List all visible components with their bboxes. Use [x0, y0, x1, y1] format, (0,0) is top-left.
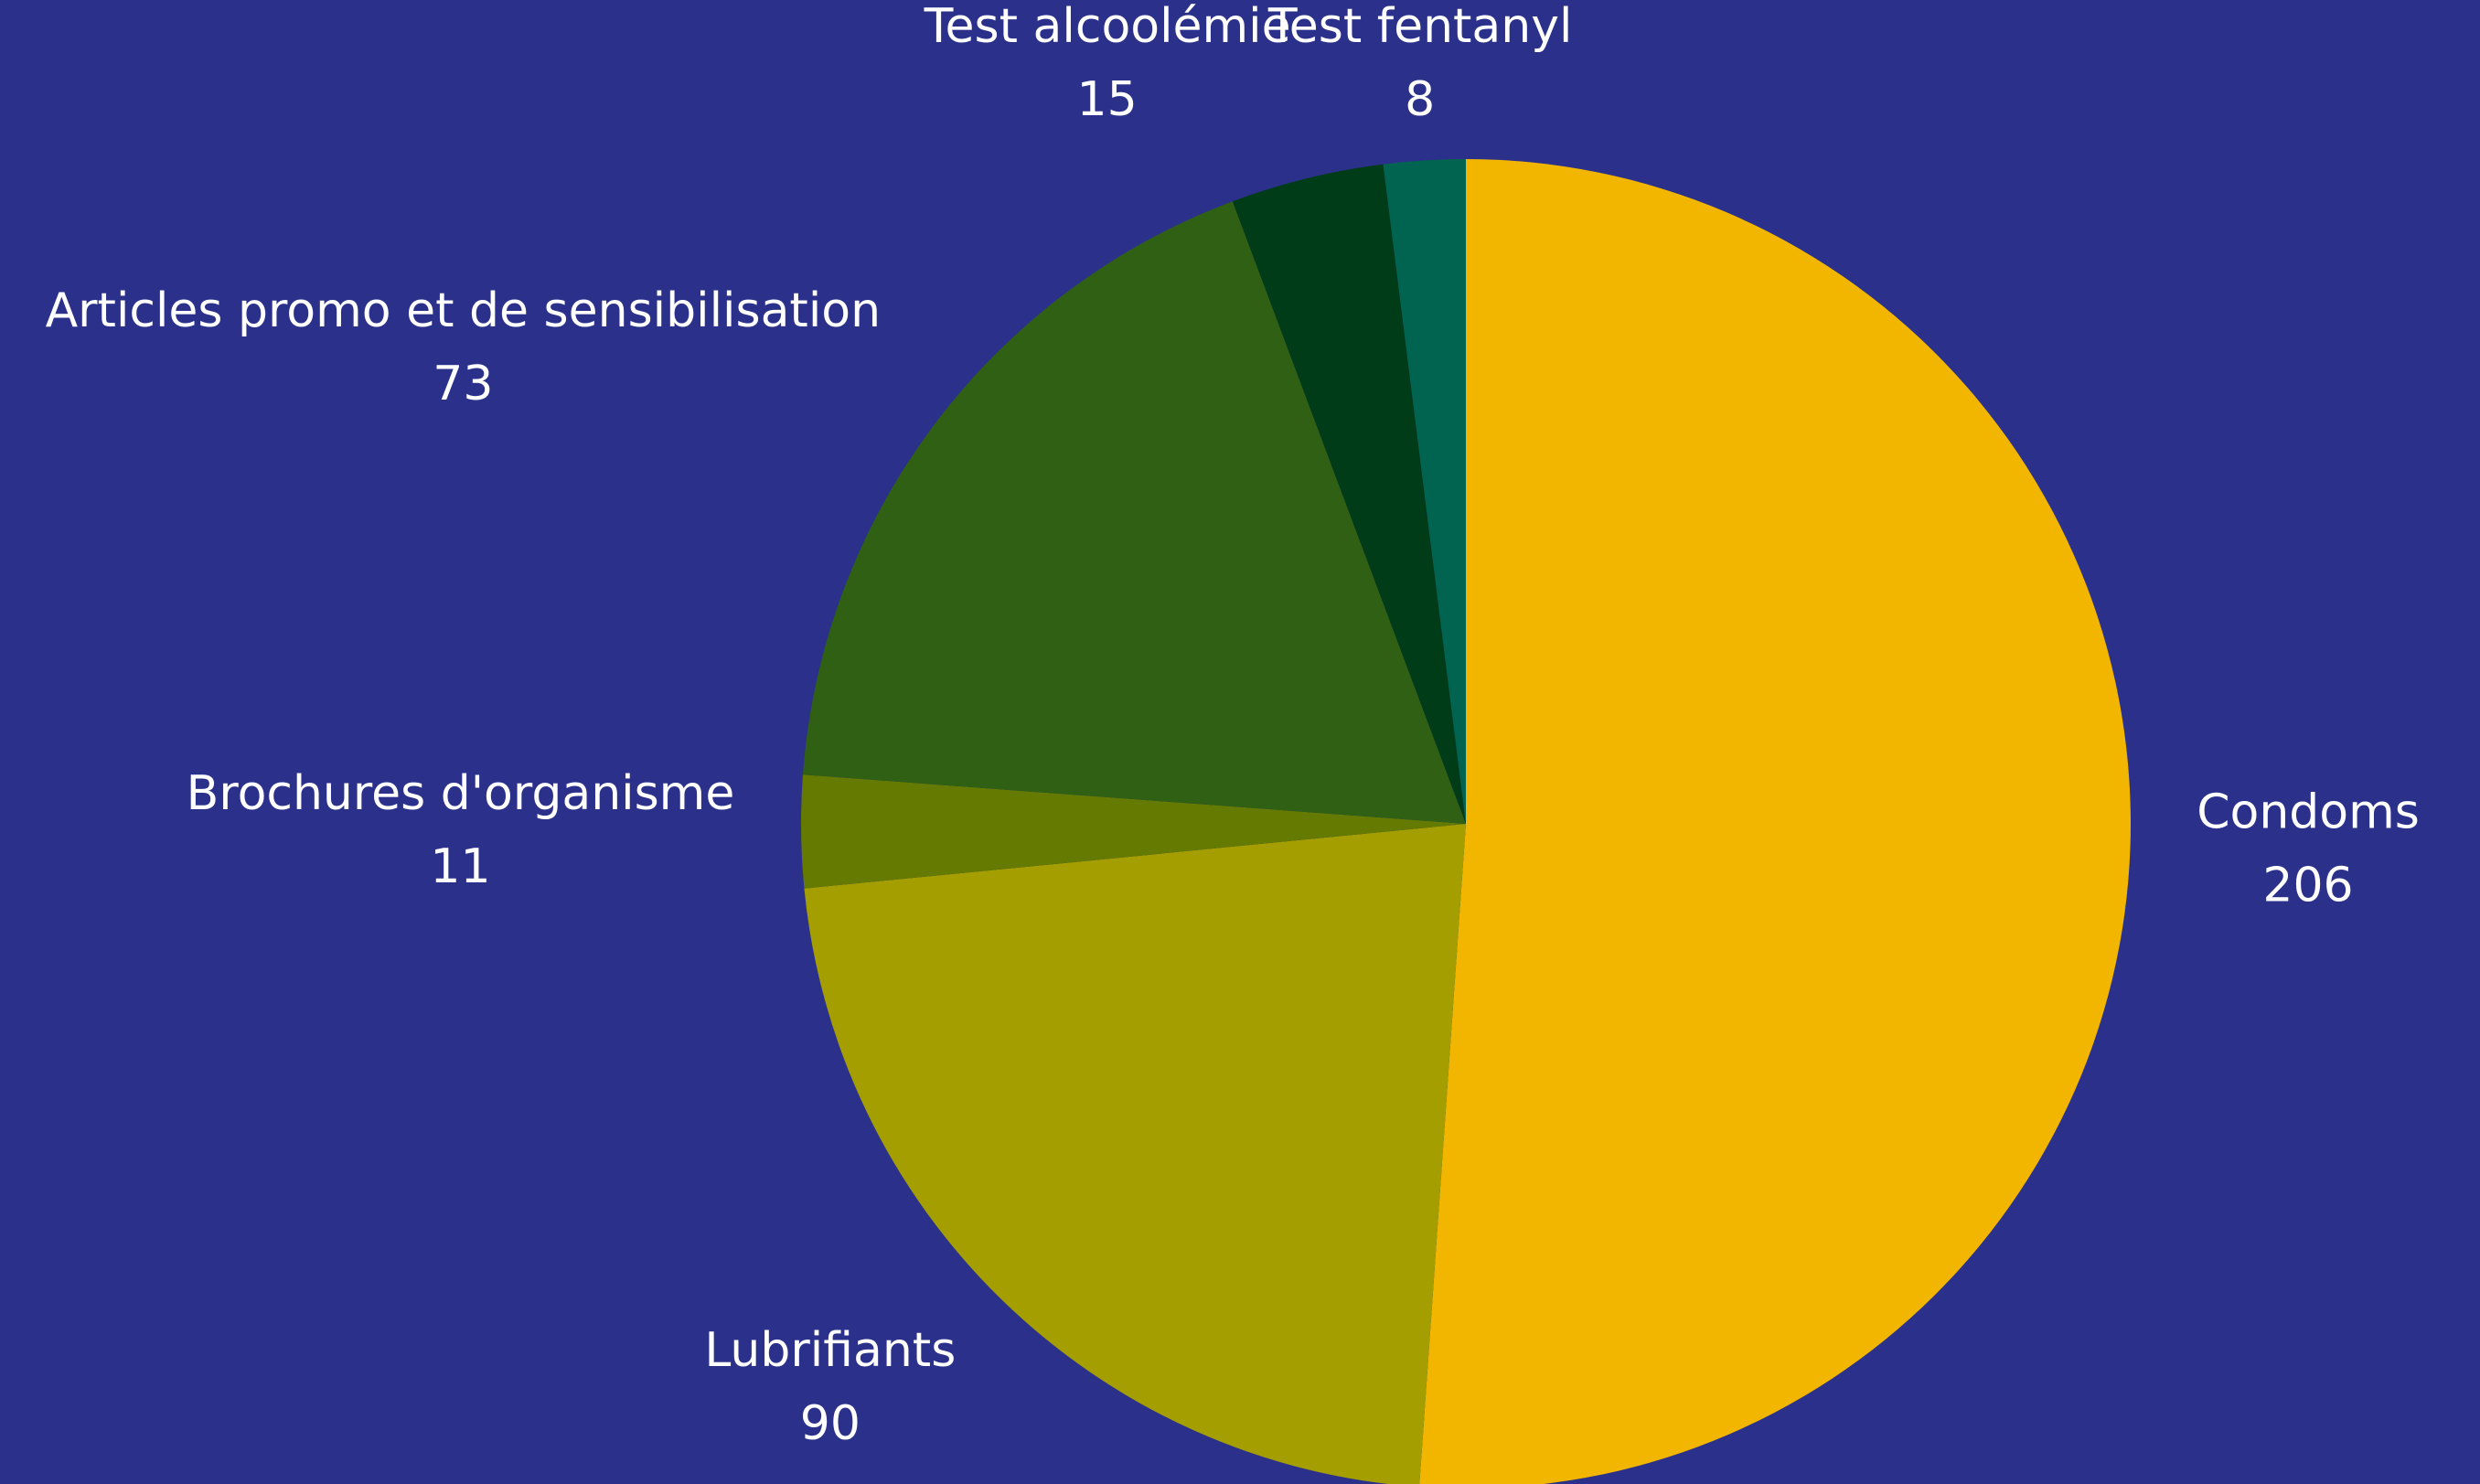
- slice-value: 11: [430, 839, 490, 894]
- slice-label: Articles promo et de sensibilisation: [46, 283, 881, 338]
- pie-slice: [1419, 159, 2132, 1484]
- slice-value: 15: [1077, 72, 1138, 127]
- slice-value: 90: [800, 1396, 861, 1451]
- pie-slice: [801, 774, 1466, 889]
- slice-value: 206: [2262, 858, 2353, 913]
- slice-label: Brochures d'organisme: [187, 766, 735, 821]
- pie-slice: [804, 824, 1466, 1484]
- slice-label: Test fentanyl: [1267, 0, 1573, 54]
- slice-value: 8: [1405, 72, 1435, 127]
- slice-label: Test alcoolémie: [924, 0, 1291, 54]
- pie-slice: [802, 201, 1466, 824]
- slice-value: 73: [433, 357, 493, 411]
- pie-slice: [1232, 164, 1466, 824]
- pie-slice: [1383, 159, 1466, 824]
- slice-label: Condoms: [2197, 785, 2420, 839]
- slice-label: Lubrifiants: [704, 1323, 956, 1378]
